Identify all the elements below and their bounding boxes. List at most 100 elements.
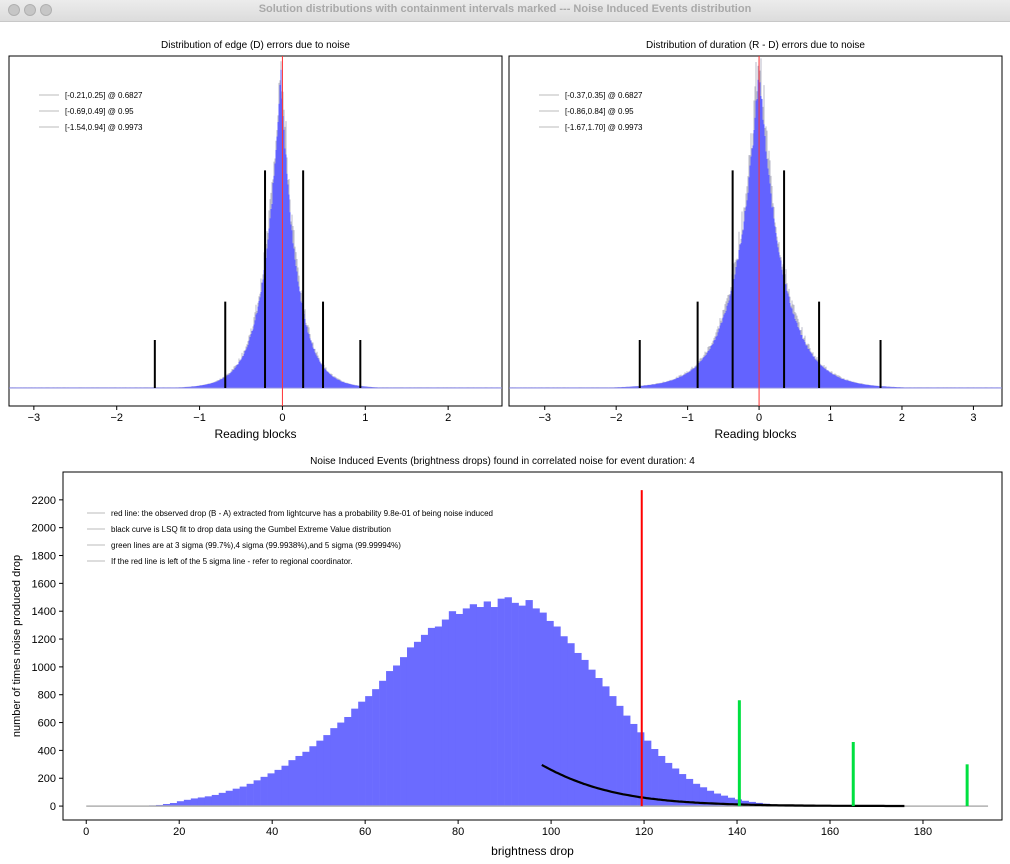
top-chart-2-xlabel: Reading blocks [714, 427, 796, 441]
bottom-chart-bar [434, 626, 443, 807]
bottom-chart-bar [260, 776, 268, 807]
top-chart-1-xtick-label: 0 [279, 412, 285, 424]
bottom-chart-xtick-label: 20 [173, 826, 185, 838]
bottom-chart-xtick-label: 80 [452, 826, 464, 838]
bottom-chart-bar [630, 723, 638, 807]
bottom-chart-bar [623, 715, 631, 807]
top-chart-1-xtick-label: 2 [445, 412, 451, 424]
top-chart-2-xtick-label: 2 [899, 412, 905, 424]
bottom-chart-legend-entry: black curve is LSQ fit to drop data usin… [111, 525, 391, 534]
bottom-chart-bar [190, 798, 199, 807]
bottom-chart-bar [539, 612, 547, 807]
bottom-chart-bar [330, 728, 338, 807]
bottom-chart-bar [176, 801, 185, 807]
bottom-chart-bar [295, 755, 303, 807]
bottom-chart-bar [351, 708, 359, 807]
top-chart-2-legend-entry: [-0.86,0.84] @ 0.95 [565, 107, 634, 116]
window-title: Solution distributions with containment … [258, 3, 752, 15]
bottom-chart-legend-entry: green lines are at 3 sigma (99.7%),4 sig… [111, 541, 401, 550]
bottom-chart-bar [567, 643, 575, 807]
bottom-chart-bar [588, 669, 596, 807]
bottom-chart-legend-entry: If the red line is left of the 5 sigma l… [111, 557, 352, 566]
top-chart-1-xtick-label: −3 [28, 412, 41, 424]
bottom-chart-bar [183, 799, 192, 807]
bottom-chart-xtick-label: 100 [542, 826, 560, 838]
bottom-chart-bar [476, 607, 484, 807]
top-chart-2-xtick-label: −3 [538, 412, 551, 424]
bottom-chart-bar [692, 783, 701, 807]
bottom-chart-bar [379, 680, 387, 807]
bottom-chart-bar [713, 793, 722, 807]
bottom-chart-bar [337, 722, 345, 807]
close-window-button[interactable] [8, 4, 20, 16]
top-chart-2-xtick-label: 3 [970, 412, 976, 424]
bottom-chart-ylabel: number of times noise produced drop [11, 555, 23, 737]
bottom-chart-bar [162, 803, 171, 807]
bottom-chart-bar [413, 641, 422, 807]
bottom-chart-ytick-label: 800 [38, 690, 56, 702]
minimize-window-button[interactable] [24, 4, 36, 16]
bottom-chart-bar [609, 696, 617, 807]
top-chart-2-legend-entry: [-0.37,0.35] @ 0.6827 [565, 91, 643, 100]
top-chart-1-legend-entry: [-1.54,0.94] @ 0.9973 [65, 123, 143, 132]
bottom-chart-bar [637, 732, 645, 807]
bottom-chart-bar [448, 611, 457, 807]
top-chart-1-legend-entry: [-0.69,0.49] @ 0.95 [65, 107, 134, 116]
bottom-chart-bar [406, 647, 415, 807]
bottom-chart-bar [602, 686, 610, 807]
bottom-chart-fit-curve [541, 763, 905, 808]
bottom-chart-bar [400, 657, 408, 807]
bottom-chart-bar [469, 604, 478, 807]
top-chart-2-legend-entry: [-1.67,1.70] @ 0.9973 [565, 123, 643, 132]
window-titlebar: Solution distributions with containment … [0, 0, 1010, 22]
bottom-chart-xtick-label: 60 [359, 826, 371, 838]
bottom-chart-bar [420, 634, 429, 807]
bottom-chart-bar [197, 797, 206, 807]
bottom-chart-bar [664, 762, 673, 807]
bottom-chart-bar [169, 803, 178, 807]
top-chart-2-xtick-label: 0 [756, 412, 762, 424]
bottom-chart-bar [546, 620, 554, 807]
bottom-chart-bar [504, 597, 512, 807]
bottom-chart-bar [497, 598, 505, 807]
bottom-chart-bar [560, 636, 568, 807]
bottom-chart-bar [365, 696, 373, 807]
bottom-chart-bar [525, 600, 533, 807]
bottom-chart-bar [441, 619, 450, 807]
bottom-chart-bar [427, 627, 436, 807]
bottom-chart-bar [218, 792, 226, 807]
top-chart-2-xtick-label: 1 [827, 412, 833, 424]
bottom-chart-bar [393, 665, 401, 807]
bottom-chart-bar [253, 780, 261, 807]
bottom-chart-xtick-label: 180 [914, 826, 932, 838]
bottom-chart-bar [532, 608, 540, 807]
bottom-chart-ytick-label: 1600 [32, 578, 56, 590]
bottom-chart-bar [323, 735, 331, 807]
bottom-chart-bar [462, 608, 471, 807]
bottom-chart-bar [267, 773, 275, 807]
top-chart-1-xtick-label: −1 [193, 412, 206, 424]
top-chart-1-xlabel: Reading blocks [214, 427, 296, 441]
bottom-chart-bar [658, 755, 666, 807]
bottom-chart-ytick-label: 1800 [32, 551, 56, 563]
plot-area: Distribution of edge (D) errors due to n… [8, 40, 1003, 858]
top-chart-1-xtick-label: −2 [110, 412, 123, 424]
bottom-chart-ytick-label: 2000 [32, 523, 56, 535]
zoom-window-button[interactable] [40, 4, 52, 16]
bottom-chart-ytick-label: 2200 [32, 495, 56, 507]
top-chart-2-xtick-label: −2 [610, 412, 623, 424]
bottom-chart-bar [483, 601, 491, 807]
bottom-chart-bar [358, 701, 366, 807]
bottom-chart-bar [720, 795, 729, 807]
bottom-chart-bar [309, 746, 317, 807]
bottom-chart-ytick-label: 0 [50, 801, 56, 813]
bottom-chart-legend-entry: red line: the observed drop (B - A) extr… [111, 509, 493, 518]
bottom-chart-bar [288, 760, 296, 807]
top-chart-1-legend-entry: [-0.21,0.25] @ 0.6827 [65, 91, 143, 100]
top-chart-1-xtick-label: 1 [362, 412, 368, 424]
bottom-chart-bar [574, 652, 582, 807]
bottom-chart-ytick-label: 1000 [32, 662, 56, 674]
bottom-chart-xtick-label: 120 [635, 826, 653, 838]
bottom-chart-bar [581, 659, 589, 807]
bottom-chart-bar [671, 768, 680, 807]
